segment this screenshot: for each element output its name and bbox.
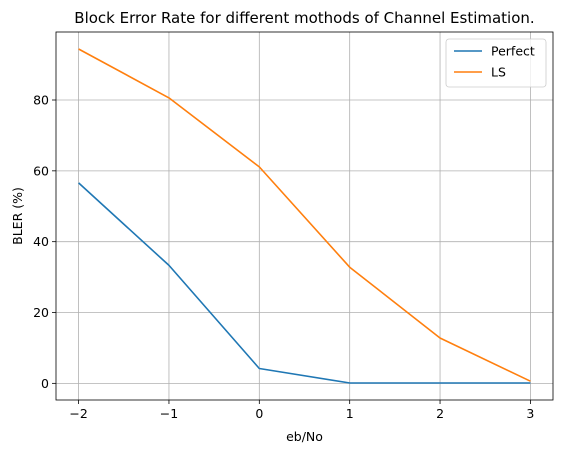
- grid: [56, 32, 553, 400]
- x-tick-label: 3: [526, 406, 534, 421]
- y-tick-label: 40: [33, 234, 49, 249]
- legend: Perfect LS: [445, 38, 547, 88]
- x-tick-label: −2: [69, 406, 87, 421]
- series-lines: [78, 48, 531, 384]
- series-line-ls: [78, 48, 531, 382]
- chart-title: Block Error Rate for different mothods o…: [74, 9, 534, 27]
- x-tick-label: 0: [255, 406, 263, 421]
- legend-label: LS: [491, 65, 506, 80]
- x-tick-label: −1: [160, 406, 178, 421]
- y-axis-ticks: 0 20 40 60 80: [33, 93, 56, 391]
- x-axis-ticks: −2 −1 0 1 2 3: [69, 400, 534, 421]
- x-tick-label: 2: [436, 406, 444, 421]
- legend-label: Perfect: [491, 44, 535, 59]
- y-tick-label: 0: [41, 376, 49, 391]
- x-axis-label: eb/No: [286, 429, 323, 444]
- plot-frame: [55, 31, 554, 401]
- y-tick-label: 60: [33, 163, 49, 178]
- y-tick-label: 20: [33, 305, 49, 320]
- series-line-perfect: [78, 182, 531, 384]
- x-tick-label: 1: [346, 406, 354, 421]
- y-tick-label: 80: [33, 93, 49, 108]
- y-axis-label: BLER (%): [10, 187, 25, 245]
